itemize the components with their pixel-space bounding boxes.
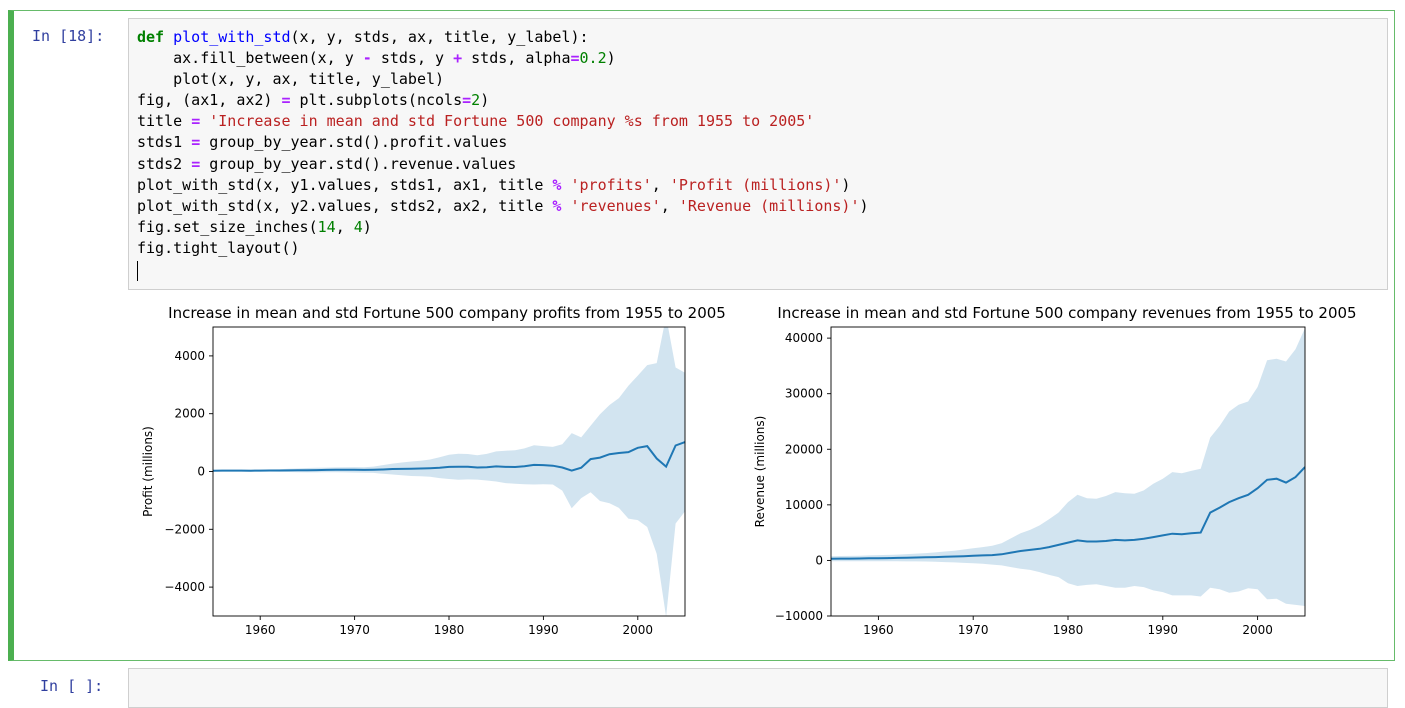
profit-chart: 1960 1970 1980 1990 2000 −4000 −2000 0 2000 4000 I… xyxy=(141,304,726,637)
code-line: fig, (ax1, ax2) = plt.subplots(ncols=2) xyxy=(137,90,869,111)
code-token: plot_with_std xyxy=(173,28,290,46)
chart-title: Increase in mean and std Fortune 500 com… xyxy=(168,304,726,322)
output-figure: 1960 1970 1980 1990 2000 −4000 −2000 0 2000 4000 I… xyxy=(128,296,1388,646)
x-tick-label: 2000 xyxy=(1242,623,1273,637)
code-token: stds, alpha xyxy=(462,49,570,67)
y-tick-label: 0 xyxy=(197,465,205,479)
code-token: stds1 xyxy=(137,133,191,151)
code-token: fig.set_size_inches( xyxy=(137,218,318,236)
code-token: plot_with_std(x, y1.values, stds1, ax1, … xyxy=(137,176,552,194)
x-tick-label: 1970 xyxy=(958,623,989,637)
code-token: plot_with_std(x, y2.values, stds2, ax2, … xyxy=(137,197,552,215)
code-token: stds2 xyxy=(137,155,191,173)
y-tick-label: −10000 xyxy=(775,609,823,623)
code-token: , xyxy=(652,176,670,194)
y-tick-label: 4000 xyxy=(174,349,205,363)
code-line: plot_with_std(x, y2.values, stds2, ax2, … xyxy=(137,196,869,217)
code-token: 'revenues' xyxy=(570,197,660,215)
code-token: (x, y, stds, ax, title, y_label): xyxy=(291,28,589,46)
code-token: 14 xyxy=(318,218,336,236)
code-token: stds, y xyxy=(372,49,453,67)
x-tick-label: 1960 xyxy=(245,623,276,637)
code-line: plot(x, y, ax, title, y_label) xyxy=(137,69,869,90)
x-tick-label: 1970 xyxy=(339,623,370,637)
code-line: stds2 = group_by_year.std().revenue.valu… xyxy=(137,154,869,175)
input-prompt: In [18]: xyxy=(32,27,104,45)
code-token: = xyxy=(462,91,471,109)
code-line: title = 'Increase in mean and std Fortun… xyxy=(137,111,869,132)
y-axis-label: Profit (millions) xyxy=(141,426,155,517)
std-band xyxy=(831,328,1305,606)
code-token: 'Increase in mean and std Fortune 500 co… xyxy=(209,112,814,130)
code-token: , xyxy=(336,218,354,236)
x-tick-label: 1980 xyxy=(1053,623,1084,637)
code-token: fig.tight_layout() xyxy=(137,239,300,257)
x-tick-label: 1960 xyxy=(863,623,894,637)
code-line: def plot_with_std(x, y, stds, ax, title,… xyxy=(137,27,869,48)
y-tick-label: −2000 xyxy=(164,522,205,536)
x-tick-label: 1980 xyxy=(434,623,465,637)
code-text[interactable]: def plot_with_std(x, y, stds, ax, title,… xyxy=(137,27,869,280)
y-tick-label: 20000 xyxy=(785,442,823,456)
x-tick-label: 1990 xyxy=(528,623,559,637)
code-token: ) xyxy=(607,49,616,67)
x-tick-label: 2000 xyxy=(623,623,654,637)
code-token: ax.fill_between(x, y xyxy=(137,49,363,67)
code-line: ax.fill_between(x, y - stds, y + stds, a… xyxy=(137,48,869,69)
code-token: 0.2 xyxy=(580,49,607,67)
code-token: ) xyxy=(841,176,850,194)
x-tick-label: 1990 xyxy=(1148,623,1179,637)
y-axis-label: Revenue (millions) xyxy=(753,416,767,528)
code-token: plot(x, y, ax, title, y_label) xyxy=(137,70,444,88)
code-line: fig.tight_layout() xyxy=(137,238,869,259)
code-token: 2 xyxy=(471,91,480,109)
code-token: = xyxy=(191,112,200,130)
code-token: title xyxy=(137,112,191,130)
code-token: = xyxy=(571,49,580,67)
code-token: group_by_year.std().revenue.values xyxy=(200,155,516,173)
code-token: 4 xyxy=(354,218,363,236)
code-token: ) xyxy=(480,91,489,109)
code-token: = xyxy=(282,91,291,109)
y-tick-label: 40000 xyxy=(785,331,823,345)
code-token: ) xyxy=(859,197,868,215)
code-editor-empty[interactable] xyxy=(128,668,1388,708)
code-token: - xyxy=(363,49,372,67)
code-line: plot_with_std(x, y1.values, stds1, ax1, … xyxy=(137,175,869,196)
code-token: = xyxy=(191,155,200,173)
code-token: 'Profit (millions)' xyxy=(670,176,842,194)
code-token: ) xyxy=(363,218,372,236)
chart-title: Increase in mean and std Fortune 500 com… xyxy=(777,304,1356,322)
y-tick-label: 0 xyxy=(815,553,823,567)
code-editor[interactable]: def plot_with_std(x, y, stds, ax, title,… xyxy=(128,18,1388,290)
code-token xyxy=(200,112,209,130)
code-line: stds1 = group_by_year.std().profit.value… xyxy=(137,132,869,153)
code-token xyxy=(164,28,173,46)
y-tick-label: 2000 xyxy=(174,407,205,421)
text-cursor xyxy=(137,261,138,281)
y-tick-label: 10000 xyxy=(785,498,823,512)
code-token: = xyxy=(191,133,200,151)
y-tick-label: 30000 xyxy=(785,387,823,401)
code-token: 'Revenue (millions)' xyxy=(679,197,860,215)
code-token: def xyxy=(137,28,164,46)
code-line: fig.set_size_inches(14, 4) xyxy=(137,217,869,238)
y-tick-label: −4000 xyxy=(164,580,205,594)
code-token: group_by_year.std().profit.values xyxy=(200,133,507,151)
input-prompt-empty: In [ ]: xyxy=(40,677,103,695)
code-token: , xyxy=(661,197,679,215)
revenue-chart: 1960 1970 1980 1990 2000 −10000 0 10000 20000 300… xyxy=(753,304,1357,637)
chart-svg: 1960 1970 1980 1990 2000 −4000 −2000 0 2000 4000 I… xyxy=(128,296,1388,646)
code-token: fig, (ax1, ax2) xyxy=(137,91,282,109)
code-token: plt.subplots(ncols xyxy=(291,91,463,109)
code-token: 'profits' xyxy=(570,176,651,194)
code-token: + xyxy=(453,49,462,67)
code-line xyxy=(137,259,869,280)
